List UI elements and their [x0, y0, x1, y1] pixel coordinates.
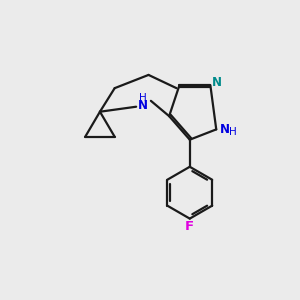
- Text: N: N: [138, 99, 148, 112]
- Text: H: H: [139, 93, 146, 103]
- Text: N: N: [220, 123, 230, 136]
- Text: H: H: [229, 127, 236, 137]
- Text: F: F: [185, 220, 194, 233]
- Text: N: N: [212, 76, 222, 89]
